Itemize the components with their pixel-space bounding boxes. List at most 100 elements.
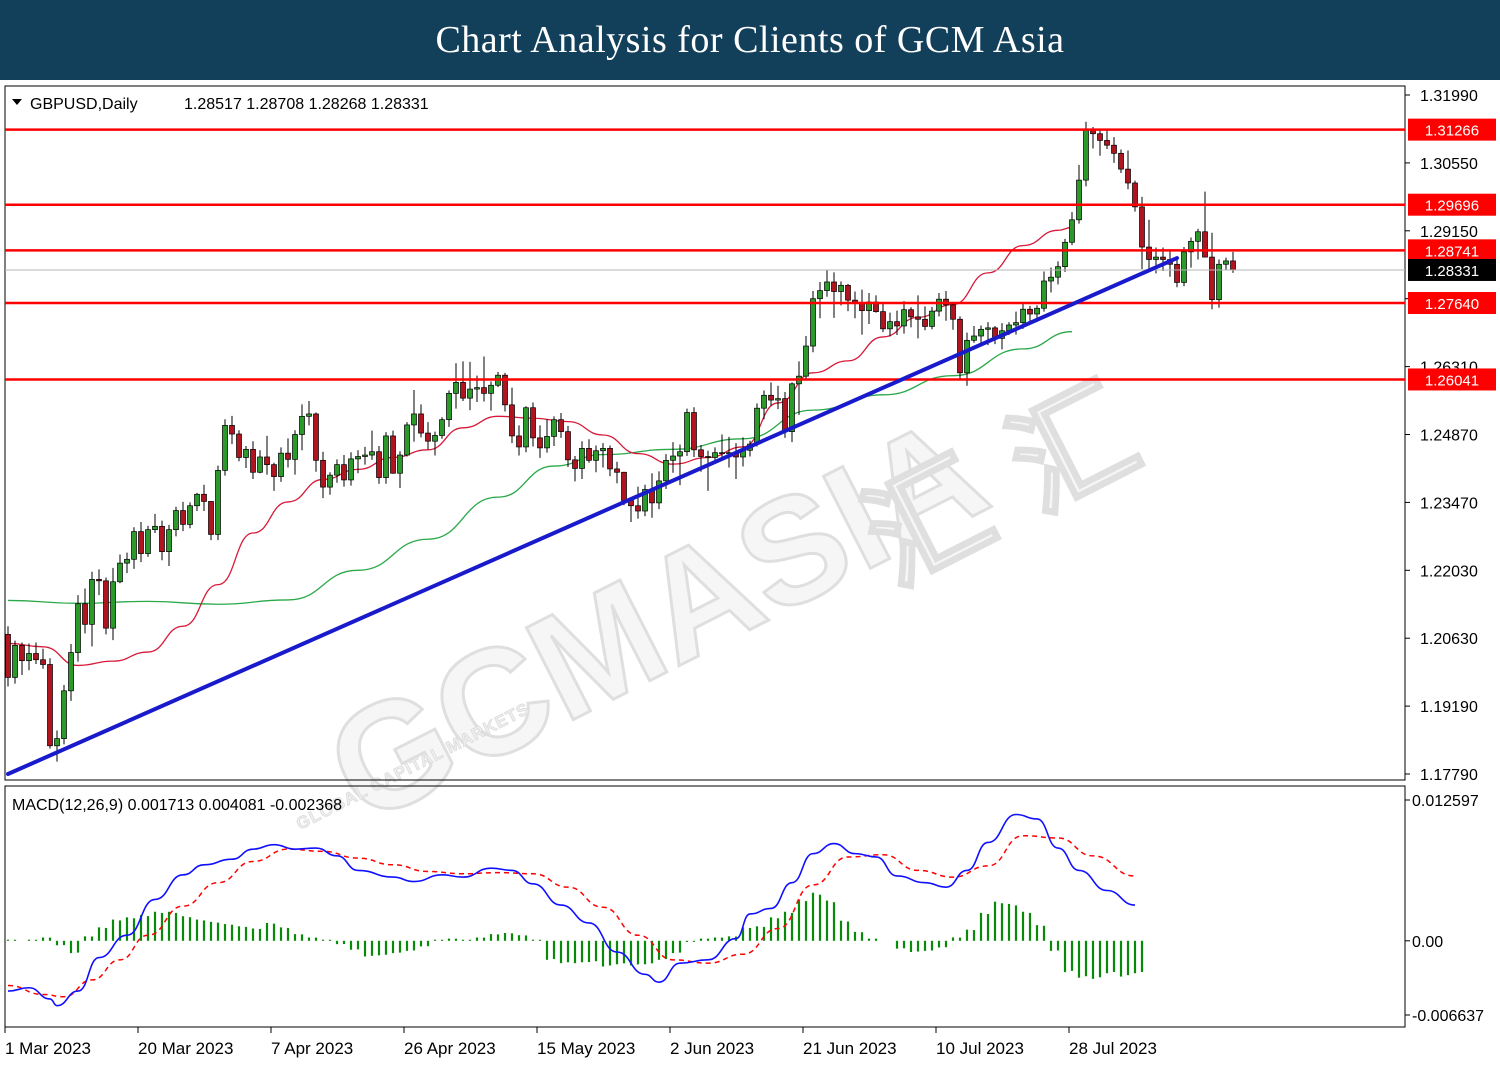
candle-body-bear [957,318,963,374]
candle-body-bull [404,424,410,456]
banner-title: Chart Analysis for Clients of GCM Asia [435,19,1065,61]
candle [537,425,543,458]
candle-body-bull [1216,263,1222,301]
candle-body-bear [264,456,270,465]
candle-body-bull [838,284,844,292]
candle-body-bear [782,398,788,432]
time-tick-label: 10 Jul 2023 [936,1039,1024,1058]
candle [1048,267,1054,293]
time-axis: 1 Mar 2023 20 Mar 2023 7 Apr 2023 26 Apr 20… [4,1027,1157,1058]
candle-body-bear [320,459,326,488]
candle-body-bull [474,387,480,390]
level-tag-label: 1.27640 [1425,296,1479,313]
candle-body-bull [775,398,781,401]
candle-body-bull [467,388,473,399]
candle [1076,164,1082,224]
candle-body-bear [614,468,620,473]
candle-body-bull [26,653,32,662]
candle [19,642,25,676]
candle-body-bull [1181,251,1187,283]
candle [292,430,298,475]
candle-body-bear [341,464,347,481]
candle-body-bull [663,459,669,482]
candle [1027,305,1033,324]
candle-body-bear [915,316,921,320]
candle-body-bear [1209,256,1215,301]
candle [516,425,522,456]
candle [404,422,410,457]
candle-body-bull [292,434,298,460]
candle [5,626,11,687]
candle-body-bull [187,505,193,525]
resistance-levels [5,128,1405,381]
current-price-label: 1.28331 [1425,263,1479,280]
candle [964,332,970,386]
candle [1188,237,1194,268]
symbol-label: GBPUSD,Daily [30,96,138,113]
candle [901,301,907,334]
candle-body-bull [754,407,760,445]
candle [68,643,74,701]
candle [145,525,151,557]
candle-body-bull [1069,219,1075,243]
candle [180,501,186,532]
candle [47,658,53,749]
candle-body-bear [894,321,900,327]
candle-body-bear [19,645,25,662]
candle [593,445,599,473]
candle-body-bull [761,394,767,409]
candle [12,640,18,684]
candle [922,306,928,331]
candle-body-bull [544,436,550,449]
candle-body-bear [208,501,214,535]
candle [768,382,774,406]
candle [831,272,837,318]
candle [824,270,830,297]
candle-body-bull [306,413,312,417]
level-tag [1408,118,1496,141]
candle [208,500,214,541]
candle-body-bull [12,645,18,678]
candle [40,648,46,669]
candle-body-bear [5,634,11,678]
candle-body-bull [243,448,249,458]
candle [530,402,536,447]
candle-body-bull [656,480,662,504]
collapse-triangle-icon[interactable] [12,99,22,105]
candle [670,442,676,473]
macd-panel: MACD(12,26,9) 0.001713 0.004081 -0.00236… [4,785,1484,1028]
candle [397,451,403,489]
candle-body-bull [929,310,935,327]
candle [320,451,326,499]
symbol-header: GBPUSD,Daily 1.28517 1.28708 1.28268 1.2… [12,96,429,113]
candle-body-bear [1146,246,1152,260]
price-tick-label: 1.22030 [1420,563,1478,580]
candle-body-bear [425,432,431,442]
level-tags: 1.31266 1.29696 1.28741 1.27640 1.26041 1.283… [1408,118,1496,391]
candle-body-bull [355,456,361,460]
candle-body-bull [54,738,60,747]
candle-body-bull [1223,260,1229,265]
candle-body-bull [1055,266,1061,278]
candle-body-bull [523,407,529,448]
time-tick-label: 1 Mar 2023 [5,1039,91,1058]
candle-body-bull [439,419,445,436]
candle-body-bear [950,304,956,320]
candle-body-bull [411,413,417,426]
candle [1083,121,1089,187]
candle-body-bull [215,470,221,535]
candle-body-bull [131,531,137,560]
price-panel: GBPUSD,Daily 1.28517 1.28708 1.28268 1.2… [4,85,1496,784]
candle-body-bear [418,413,424,434]
candle [1132,180,1138,212]
candle-body-bull [124,558,130,564]
candle [327,472,333,495]
candle [950,303,956,330]
candle-body-bear [607,448,613,470]
candle [894,310,900,336]
candle [558,412,564,438]
candle-body-bear [908,309,914,318]
time-tick-label: 2 Jun 2023 [670,1039,754,1058]
candle-body-bull [1083,128,1089,181]
candle-body-bull [61,690,67,739]
